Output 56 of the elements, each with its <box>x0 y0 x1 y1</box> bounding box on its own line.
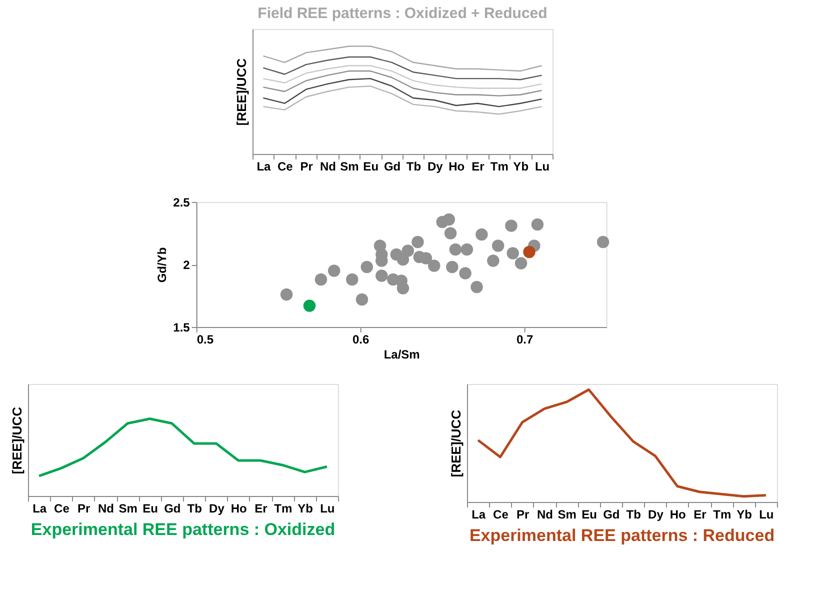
x-tick-label: Tb <box>187 502 202 516</box>
x-tick-label: Lu <box>320 502 335 516</box>
x-tick-label: Sm <box>558 508 576 522</box>
x-tick-label: Pr <box>516 508 530 522</box>
y-tick-label: 1.5 <box>173 320 190 334</box>
x-tick-label: Er <box>254 502 268 516</box>
x-tick-label: Sm <box>340 160 359 174</box>
x-tick-label: Yb <box>513 160 529 174</box>
x-tick-label: Ho <box>448 160 465 174</box>
x-tick-label: Gd <box>384 160 401 174</box>
x-tick-label: 0.7 <box>516 332 534 346</box>
x-tick-label: Dy <box>209 502 225 516</box>
x-tick-label: Yb <box>298 502 313 516</box>
x-tick-label: Pr <box>300 160 314 174</box>
x-axis-title: La/Sm <box>384 348 420 362</box>
x-tick-label: Ho <box>670 508 686 522</box>
y-axis-title: Gd/Yb <box>155 247 170 283</box>
y-axis-title: [REE]/UCC <box>234 58 249 126</box>
x-tick-label: Ce <box>54 502 70 516</box>
text: Experimental REE patterns : Oxidized <box>30 520 336 539</box>
x-tick-label: Pr <box>78 502 91 516</box>
x-tick-label: Sm <box>118 502 138 516</box>
x-tick-label: La <box>32 502 47 516</box>
x-tick-label: Nd <box>537 508 553 522</box>
x-tick-label: Tm <box>274 502 292 516</box>
x-tick-label: Gd <box>164 502 181 516</box>
y-tick-label: 2 <box>183 258 190 272</box>
chart-title: Field REE patterns : Oxidized + Reduced <box>258 5 548 22</box>
x-tick-label: Tm <box>713 508 732 522</box>
x-tick-label: Er <box>472 160 485 174</box>
text: Experimental REE patterns : Reduced <box>469 526 775 545</box>
x-tick-label: Tb <box>406 160 422 174</box>
x-tick-label: La <box>472 508 486 522</box>
x-tick-label: Ho <box>230 502 247 516</box>
y-axis-title: [REE]/UCC <box>10 406 24 474</box>
x-tick-label: Gd <box>603 508 620 522</box>
x-tick-label: Tb <box>626 508 641 522</box>
x-tick-label: Ce <box>493 508 509 522</box>
x-tick-label: La <box>256 160 272 174</box>
x-tick-label: Nd <box>98 502 114 516</box>
x-tick-label: 0.5 <box>196 332 214 346</box>
x-tick-label: Tm <box>490 160 508 174</box>
x-tick-label: Eu <box>363 160 379 174</box>
x-tick-label: Eu <box>582 508 597 522</box>
x-tick-label: Dy <box>648 508 664 522</box>
y-tick-label: 2.5 <box>173 196 190 210</box>
x-tick-label: 0.6 <box>352 332 370 346</box>
x-tick-label: Ce <box>277 160 294 174</box>
x-tick-label: Nd <box>320 160 336 174</box>
y-axis-title: [REE]/UCC <box>448 409 464 478</box>
x-tick-label: Lu <box>534 160 550 174</box>
x-tick-label: Yb <box>736 508 752 522</box>
x-tick-label: Er <box>694 508 707 522</box>
x-tick-label: Dy <box>427 160 444 174</box>
x-tick-label: Lu <box>759 508 774 522</box>
x-tick-label: Eu <box>142 502 158 516</box>
